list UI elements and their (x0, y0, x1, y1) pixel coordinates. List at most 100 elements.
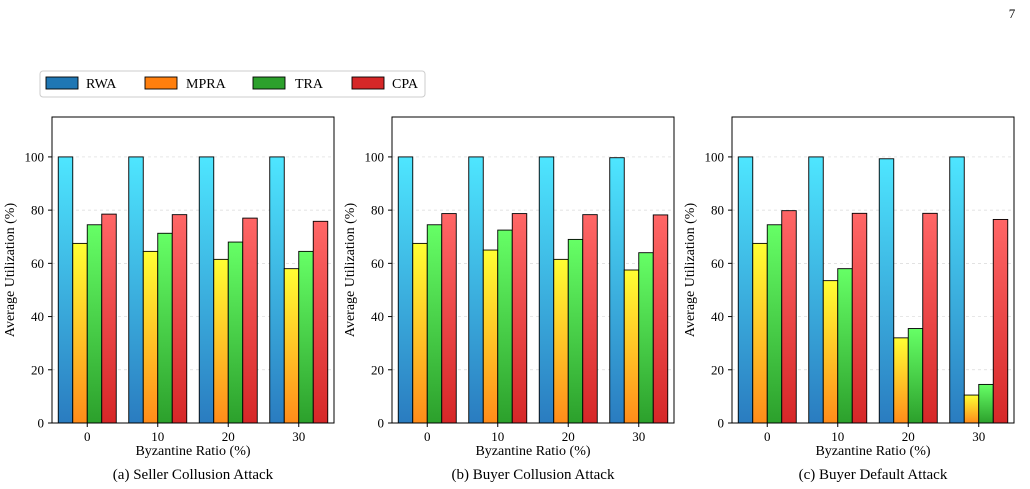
bar-tra-20 (907, 328, 924, 424)
bar-cpa-30 (992, 218, 1009, 424)
x-tick-label: 10 (831, 429, 844, 444)
bar-rwa-10 (468, 156, 484, 424)
bar-mpra-30 (623, 269, 640, 424)
bar-cpa-10 (851, 212, 868, 424)
y-tick-label: 20 (31, 362, 44, 377)
bar-rwa-10 (128, 156, 144, 424)
subfigure-caption: (a) Seller Collusion Attack (113, 467, 274, 483)
x-tick-label: 0 (424, 429, 431, 444)
bar-mpra-20 (893, 337, 909, 424)
bar-tra-0 (426, 224, 443, 424)
y-tick-label: 80 (371, 203, 384, 218)
y-tick-label: 0 (378, 416, 385, 431)
bar-rwa-20 (878, 158, 895, 424)
bar-rwa-10 (808, 156, 824, 424)
y-axis-label: Average Utilization (%) (683, 203, 698, 338)
x-tick-label: 0 (84, 429, 91, 444)
y-tick-label: 20 (711, 362, 724, 377)
bar-cpa-30 (652, 214, 669, 424)
legend-label-cpa: CPA (392, 77, 419, 92)
legend-item-tra: TRA (252, 76, 324, 92)
bar-rwa-30 (609, 157, 625, 424)
bar-cpa-20 (922, 212, 938, 424)
bar-tra-0 (86, 224, 103, 424)
y-tick-label: 20 (371, 362, 384, 377)
chart-panel-1: 0 20 40 60 80 100 0 10 20 30 Byzantine Ratio (%) Av… (3, 116, 335, 483)
bar-mpra-0 (72, 242, 88, 424)
plot-frame (731, 116, 1015, 424)
y-tick-label: 40 (31, 309, 44, 324)
bar-tra-10 (497, 229, 513, 424)
x-axis-label: Byzantine Ratio (%) (815, 444, 930, 459)
bar-tra-30 (298, 250, 314, 424)
x-tick-label: 30 (292, 429, 305, 444)
bar-mpra-10 (142, 250, 159, 424)
legend-frame (39, 70, 426, 98)
legend-swatch-rwa (45, 76, 79, 90)
y-tick-label: 60 (31, 256, 44, 271)
bar-cpa-0 (441, 213, 457, 424)
x-tick-label: 10 (491, 429, 504, 444)
plot-frame (51, 116, 335, 424)
bar-rwa-20 (538, 156, 555, 424)
legend-item-mpra: MPRA (144, 76, 227, 92)
x-axis-label: Byzantine Ratio (%) (475, 444, 590, 459)
plot-frame (391, 116, 675, 424)
legend-item-cpa: CPA (351, 76, 419, 92)
legend-item-rwa: RWA (45, 76, 117, 92)
bar-mpra-10 (822, 280, 839, 424)
bar-rwa-0 (57, 156, 74, 424)
x-tick-label: 30 (972, 429, 985, 444)
bar-rwa-0 (737, 156, 754, 424)
y-axis-label: Average Utilization (%) (343, 203, 358, 338)
chart-panel-2: 0 20 40 60 80 100 0 10 20 30 Byzantine Ratio (%) Av… (343, 116, 675, 483)
legend-label-rwa: RWA (86, 77, 117, 92)
bar-rwa-30 (949, 156, 965, 424)
bar-tra-20 (227, 241, 244, 424)
x-tick-label: 20 (902, 429, 915, 444)
bar-tra-20 (567, 238, 584, 424)
y-tick-label: 80 (31, 203, 44, 218)
bar-cpa-0 (101, 213, 117, 424)
y-tick-label: 0 (38, 416, 45, 431)
bar-tra-30 (638, 252, 654, 424)
x-axis-label: Byzantine Ratio (%) (135, 444, 250, 459)
legend-swatch-mpra (144, 76, 178, 90)
x-tick-label: 20 (562, 429, 575, 444)
bar-rwa-30 (269, 156, 285, 424)
bar-cpa-20 (582, 214, 598, 424)
chart-panel-3: 0 20 40 60 80 100 0 10 20 30 Byzantine Ratio (%) Av… (683, 116, 1015, 483)
legend: RWA MPRA TRA CPA (39, 70, 426, 98)
bar-mpra-30 (283, 268, 300, 424)
bar-mpra-30 (963, 394, 980, 424)
y-tick-label: 40 (371, 309, 384, 324)
bar-cpa-10 (511, 213, 528, 424)
bar-mpra-0 (412, 242, 428, 424)
bar-mpra-20 (553, 258, 569, 424)
y-tick-label: 0 (718, 416, 725, 431)
page-number: 7 (1009, 6, 1016, 21)
subfigure-caption: (b) Buyer Collusion Attack (452, 467, 615, 483)
bar-mpra-20 (213, 258, 229, 424)
subfigure-caption: (c) Buyer Default Attack (799, 467, 948, 483)
bar-mpra-10 (482, 249, 499, 424)
legend-label-tra: TRA (295, 77, 324, 92)
bar-cpa-0 (781, 210, 797, 424)
bar-tra-0 (766, 224, 783, 424)
y-tick-label: 60 (371, 256, 384, 271)
bar-tra-30 (978, 383, 994, 424)
legend-swatch-tra (252, 76, 286, 90)
bar-cpa-20 (242, 217, 258, 424)
bar-tra-10 (837, 268, 853, 424)
x-tick-label: 20 (222, 429, 235, 444)
y-tick-label: 60 (711, 256, 724, 271)
y-axis-label: Average Utilization (%) (3, 203, 18, 338)
x-tick-label: 30 (632, 429, 645, 444)
x-tick-label: 0 (764, 429, 771, 444)
legend-swatch-cpa (351, 76, 385, 90)
bar-cpa-10 (171, 214, 188, 424)
bar-rwa-20 (198, 156, 215, 424)
bar-tra-10 (157, 232, 173, 424)
bar-rwa-0 (397, 156, 414, 424)
